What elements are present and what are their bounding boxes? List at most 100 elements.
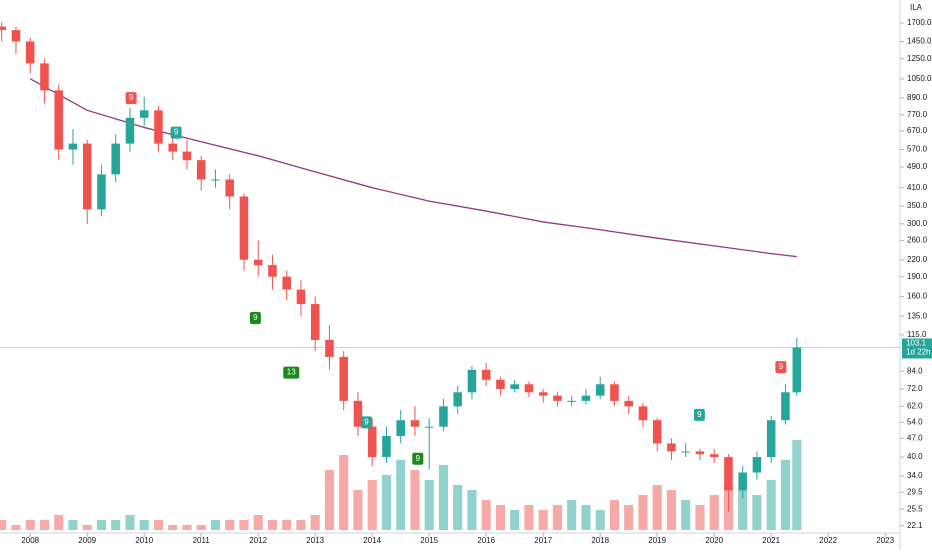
y-tick-label: 25.5 — [907, 504, 923, 513]
y-tick-label: 570.0 — [907, 145, 928, 154]
volume-bar — [538, 510, 548, 530]
y-tick-label: 160.0 — [907, 292, 928, 301]
volume-bar — [792, 440, 802, 530]
annotation-label: 9 — [174, 128, 179, 137]
candle-body — [424, 426, 434, 428]
candle-body — [367, 426, 377, 458]
volume-bar — [652, 485, 662, 530]
candle-body — [154, 110, 163, 144]
volume-bar — [396, 460, 406, 530]
volume-bar — [54, 515, 64, 530]
volume-bar — [39, 520, 50, 530]
volume-bar — [210, 520, 221, 530]
candle-body — [11, 30, 21, 42]
y-tick-label: 40.0 — [907, 452, 923, 461]
volume-bar — [581, 505, 591, 530]
candle-body — [139, 110, 149, 118]
x-tick-label: 2016 — [477, 536, 495, 545]
y-tick-label: 220.0 — [907, 255, 928, 264]
annotation-box — [412, 452, 424, 465]
candle-body — [382, 435, 391, 458]
volume-bar — [738, 490, 748, 530]
volume-bar — [68, 520, 78, 530]
volume-bar — [82, 525, 92, 530]
y-tick-label: 260.0 — [907, 236, 928, 245]
moving-average — [29, 78, 797, 258]
volume-bar — [367, 480, 377, 530]
candle-body — [182, 151, 192, 161]
volume-bar — [296, 520, 306, 530]
volume-bar — [624, 505, 634, 530]
candle-body — [538, 392, 548, 396]
candle-body — [296, 289, 306, 305]
annotation-label: 13 — [287, 368, 296, 377]
x-tick-label: 2009 — [78, 536, 96, 545]
annotation-box — [125, 92, 137, 105]
y-tick-label: 1700.0 — [907, 18, 932, 27]
volume-bar — [125, 515, 135, 530]
candle-body — [225, 179, 234, 197]
countdown-label: 1d 22h — [906, 348, 930, 357]
volume-bar — [282, 520, 292, 530]
volume-bar — [681, 500, 691, 530]
y-tick-label: 890.0 — [907, 93, 928, 102]
x-tick-label: 2019 — [648, 536, 666, 545]
candle-body — [239, 196, 249, 260]
volume-bar — [139, 520, 149, 530]
x-tick-label: 2008 — [21, 536, 39, 545]
candle-body — [439, 406, 448, 427]
volume-bar — [438, 465, 449, 530]
y-tick-label: 29.5 — [907, 487, 923, 496]
candle-body — [766, 420, 776, 458]
candle-body — [553, 395, 562, 401]
candle-body — [624, 400, 633, 407]
candle-body — [396, 420, 405, 436]
volume-bar — [0, 520, 7, 530]
candle-body — [168, 143, 177, 152]
annotation-box — [360, 416, 372, 429]
volume-bar — [253, 515, 263, 530]
y-tick-label: 300.0 — [907, 219, 928, 228]
volume-bar — [495, 505, 506, 530]
candle-body — [581, 395, 591, 401]
volume-bar — [339, 455, 349, 530]
volume-bar — [481, 500, 491, 530]
volume-bar — [239, 520, 249, 530]
volume-bar — [410, 470, 420, 530]
candle-body — [282, 276, 291, 290]
candle-body — [253, 259, 263, 266]
x-tick-label: 2015 — [420, 536, 438, 545]
x-tick-label: 2020 — [705, 536, 723, 545]
y-tick-label: 670.0 — [907, 126, 928, 135]
x-tick-label: 2013 — [306, 536, 324, 545]
annotation-box — [693, 408, 705, 421]
annotation-box — [775, 361, 787, 374]
candle-body — [125, 117, 135, 144]
last-price-box — [902, 338, 932, 359]
candle-body — [496, 379, 505, 390]
annotation-label: 9 — [697, 410, 702, 419]
candle-body — [610, 384, 619, 401]
volume-bar — [780, 460, 790, 530]
candle-body — [752, 457, 762, 473]
volume-bar — [424, 480, 434, 530]
candle-body — [724, 457, 733, 491]
y-tick-label: 84.0 — [907, 366, 923, 375]
y-tick-label: 1050.0 — [907, 74, 932, 83]
candle-body — [339, 356, 348, 401]
volume-bar — [353, 490, 363, 530]
volume-bar — [666, 490, 676, 530]
volume-bar — [153, 520, 164, 530]
y-tick-label: 47.0 — [907, 434, 923, 443]
candle-body — [40, 63, 49, 91]
x-tick-label: 2014 — [363, 536, 381, 545]
x-tick-label: 2022 — [819, 536, 837, 545]
x-tick-label: 2011 — [193, 536, 211, 545]
candle-body — [325, 339, 334, 357]
volume-bar — [182, 525, 192, 530]
y-tick-label: 135.0 — [907, 311, 928, 320]
annotation-label: 9 — [364, 417, 369, 426]
annotation-box — [170, 126, 182, 139]
candle-body — [681, 451, 690, 453]
